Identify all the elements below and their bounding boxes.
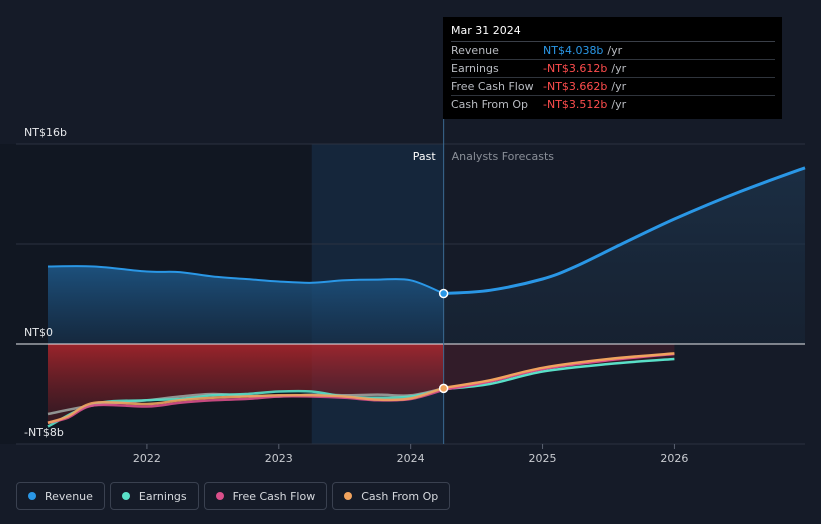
x-tick-label: 2026 (660, 452, 688, 465)
revenue-forecast-area (443, 167, 805, 344)
legend-item-free-cash-flow[interactable]: Free Cash Flow (203, 482, 328, 510)
tooltip-unit: /yr (611, 62, 627, 75)
earnings-forecast-line (443, 357, 675, 391)
revenue-past-line (47, 265, 444, 295)
tooltip-unit: /yr (607, 44, 623, 57)
forecast-label: Analysts Forecasts (452, 150, 555, 163)
cash-from-op-marker (438, 383, 449, 394)
tooltip-row-cfo: Cash From Op -NT$3.512b /yr (451, 96, 775, 113)
legend-item-earnings[interactable]: Earnings (109, 482, 199, 510)
x-tick-label: 2024 (397, 452, 425, 465)
tooltip-label: Revenue (451, 44, 499, 57)
legend-label: Revenue (45, 489, 93, 503)
tooltip-label: Free Cash Flow (451, 80, 534, 93)
tooltip-label: Earnings (451, 62, 499, 75)
x-tick-label: 2022 (133, 452, 161, 465)
y-axis-label: NT$16b (24, 126, 67, 139)
tooltip-value: NT$4.038b (543, 44, 604, 57)
tooltip-value: -NT$3.612b (543, 62, 608, 75)
legend-item-cash-from-op[interactable]: Cash From Op (332, 482, 451, 510)
cash-from-op-past-line (47, 386, 444, 424)
cash-from-op-dot-icon (344, 492, 353, 500)
tooltip-unit: /yr (611, 98, 627, 111)
x-tick-label: 2025 (529, 452, 557, 465)
y-axis-label: NT$0 (24, 326, 53, 339)
earnings-dot-icon (121, 492, 130, 500)
tooltip: Mar 31 2024 Revenue NT$4.038b /yr Earnin… (443, 17, 782, 119)
legend-label: Earnings (138, 489, 187, 503)
tooltip-value: -NT$3.512b (543, 98, 608, 111)
tooltip-row-revenue: Revenue NT$4.038b /yr (451, 42, 775, 60)
tooltip-row-earnings: Earnings -NT$3.612b /yr (451, 60, 775, 78)
revenue-marker (438, 288, 449, 299)
tooltip-date: Mar 31 2024 (451, 23, 775, 42)
revenue-dot-icon (28, 492, 36, 500)
legend: Revenue Earnings Free Cash Flow Cash Fro… (16, 482, 451, 510)
revenue-past-area (48, 266, 444, 344)
earnings-past-area (48, 344, 444, 427)
free-cash-flow-dot-icon (215, 492, 224, 500)
tooltip-value: -NT$3.662b (543, 80, 608, 93)
tooltip-label: Cash From Op (451, 98, 529, 111)
x-tick-label: 2023 (265, 452, 293, 465)
y-axis-label: -NT$8b (24, 426, 64, 439)
tooltip-row-fcf: Free Cash Flow -NT$3.662b /yr (451, 78, 775, 96)
tooltip-unit: /yr (611, 80, 627, 93)
legend-item-revenue[interactable]: Revenue (16, 482, 105, 510)
legend-label: Cash From Op (361, 489, 439, 503)
earnings-past-line (47, 387, 444, 428)
cash-from-op-forecast-line (443, 352, 675, 390)
past-label: Past (413, 150, 437, 163)
revenue-forecast-line (443, 166, 806, 295)
legend-label: Free Cash Flow (232, 489, 316, 503)
